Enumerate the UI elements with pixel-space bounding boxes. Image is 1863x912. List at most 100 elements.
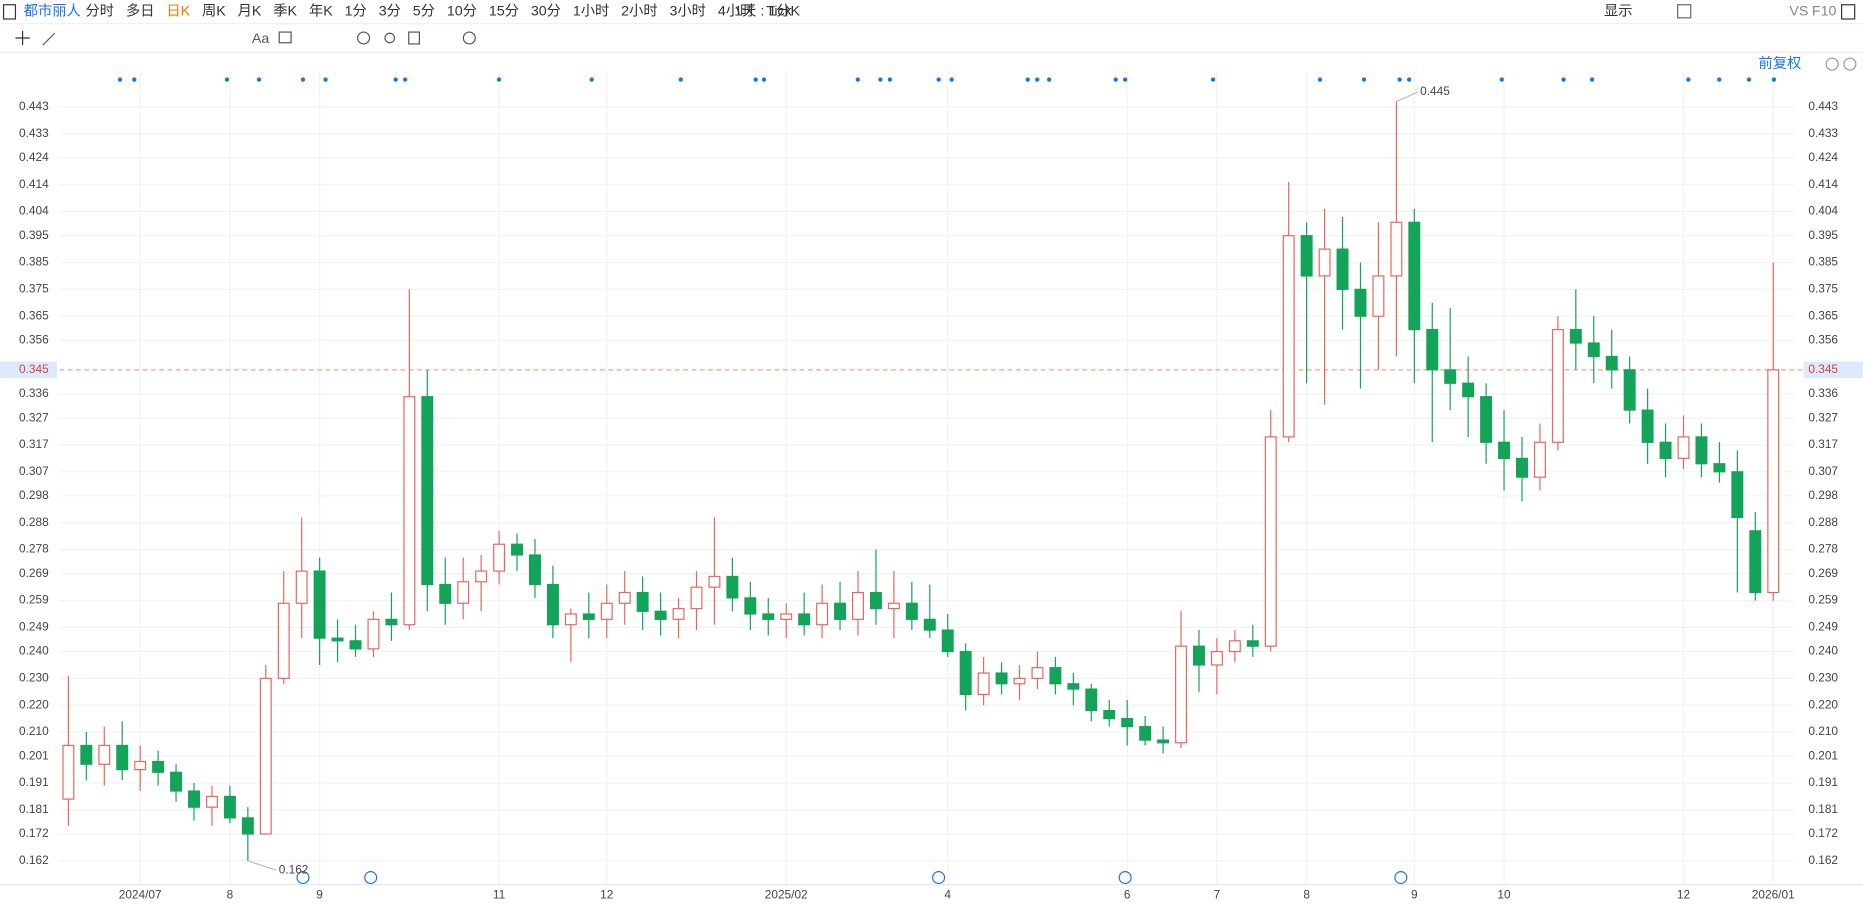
panel-toggle[interactable] bbox=[1841, 4, 1856, 20]
period-tab[interactable]: 日K bbox=[166, 4, 190, 20]
symbol[interactable]: 都市丽人 bbox=[24, 3, 81, 20]
event-dot[interactable] bbox=[1046, 77, 1052, 82]
event-dot[interactable] bbox=[855, 77, 860, 82]
x-tick-label: 7 bbox=[1214, 888, 1221, 902]
event-marker[interactable] bbox=[296, 871, 310, 885]
move-tool[interactable] bbox=[15, 30, 30, 46]
y-tick-label: 0.307 bbox=[19, 464, 49, 478]
event-dot[interactable] bbox=[936, 77, 941, 82]
event-dot[interactable] bbox=[323, 77, 328, 82]
candle-body bbox=[1175, 645, 1187, 744]
event-dot[interactable] bbox=[753, 77, 758, 82]
event-dot[interactable] bbox=[1406, 77, 1412, 82]
candle-body bbox=[1103, 709, 1116, 720]
y-tick-label-right: 0.210 bbox=[1808, 724, 1838, 738]
y-tick-label: 0.365 bbox=[19, 308, 49, 322]
event-dot[interactable] bbox=[1113, 77, 1118, 82]
event-dot[interactable] bbox=[1210, 77, 1216, 82]
event-marker[interactable] bbox=[364, 871, 378, 885]
period-tab[interactable]: 4小时 bbox=[718, 3, 754, 20]
settings-tool[interactable] bbox=[462, 31, 476, 45]
vs-button[interactable]: VS bbox=[1789, 4, 1808, 20]
display-menu[interactable]: 显示 bbox=[1604, 4, 1633, 20]
event-marker[interactable] bbox=[1394, 871, 1408, 885]
event-dot[interactable] bbox=[300, 77, 306, 82]
text-tool[interactable]: Aa bbox=[252, 31, 270, 47]
layout-button[interactable] bbox=[1677, 4, 1692, 19]
period-tab[interactable]: 2小时 bbox=[621, 3, 657, 20]
period-tab[interactable]: 年K bbox=[309, 3, 333, 20]
candle-body bbox=[582, 613, 595, 620]
period-tab[interactable]: 10分 bbox=[447, 3, 477, 20]
sidebar-toggle[interactable] bbox=[2, 4, 17, 20]
event-dot[interactable] bbox=[1123, 77, 1128, 82]
period-tab[interactable]: Tick bbox=[766, 4, 792, 20]
f10-button[interactable]: F10 bbox=[1812, 4, 1837, 20]
event-dot[interactable] bbox=[393, 77, 398, 82]
event-dot[interactable] bbox=[1025, 77, 1030, 82]
period-tab[interactable]: 季K bbox=[273, 3, 297, 20]
candle-body bbox=[295, 570, 308, 604]
event-dot[interactable] bbox=[132, 77, 137, 82]
event-dot[interactable] bbox=[1561, 77, 1566, 82]
y-tick-label: 0.220 bbox=[19, 697, 49, 711]
candle-body bbox=[1498, 441, 1511, 459]
y-tick-label: 0.336 bbox=[19, 386, 49, 400]
event-dot[interactable] bbox=[1589, 77, 1595, 82]
period-tab[interactable]: 3小时 bbox=[670, 3, 706, 20]
event-dot[interactable] bbox=[761, 77, 767, 82]
period-tab[interactable]: 多日 bbox=[126, 3, 155, 20]
event-dot[interactable] bbox=[1771, 77, 1777, 82]
period-tab[interactable]: 3分 bbox=[379, 3, 401, 20]
period-tab[interactable]: 分时 bbox=[86, 3, 115, 20]
y-tick-label-right: 0.307 bbox=[1808, 464, 1838, 478]
event-dot[interactable] bbox=[1746, 77, 1752, 82]
event-dot[interactable] bbox=[589, 77, 594, 82]
event-dot[interactable] bbox=[256, 77, 262, 82]
candle-body bbox=[1408, 221, 1421, 331]
event-dot[interactable] bbox=[224, 77, 230, 82]
event-dot[interactable] bbox=[678, 77, 683, 82]
event-dot[interactable] bbox=[403, 77, 408, 82]
event-dot[interactable] bbox=[1499, 77, 1504, 82]
candle-body bbox=[1749, 530, 1762, 594]
zoom-in[interactable] bbox=[1843, 57, 1857, 71]
y-tick-label-right: 0.385 bbox=[1808, 255, 1838, 269]
period-tab[interactable]: 1分 bbox=[345, 3, 367, 20]
period-tab[interactable]: 1小时 bbox=[573, 3, 609, 20]
period-tab[interactable]: 月K bbox=[238, 4, 262, 20]
period-tab[interactable]: 15分 bbox=[489, 3, 519, 20]
event-dot[interactable] bbox=[496, 77, 502, 82]
event-dot[interactable] bbox=[117, 77, 123, 82]
event-dot[interactable] bbox=[878, 77, 883, 82]
event-marker[interactable] bbox=[1118, 871, 1132, 885]
visibility-tool[interactable] bbox=[384, 32, 396, 44]
event-dot[interactable] bbox=[949, 77, 954, 82]
line-tool[interactable] bbox=[42, 32, 56, 46]
event-marker[interactable] bbox=[932, 871, 946, 885]
adjust-toggle[interactable]: 前复权 bbox=[1758, 54, 1801, 72]
magnet-tool[interactable] bbox=[357, 31, 371, 45]
comment-tool[interactable] bbox=[278, 31, 292, 44]
candle-body bbox=[1246, 640, 1259, 647]
y-tick-label: 0.230 bbox=[19, 671, 49, 685]
event-dot[interactable] bbox=[1717, 77, 1722, 82]
event-dot[interactable] bbox=[1035, 77, 1040, 82]
delete-tool[interactable] bbox=[408, 31, 421, 45]
candle-body bbox=[1372, 275, 1385, 317]
zoom-out[interactable] bbox=[1825, 57, 1839, 71]
y-tick-label-right: 0.317 bbox=[1808, 437, 1838, 451]
interval-select[interactable]: 1天 : 1分K bbox=[734, 3, 800, 20]
y-tick-label-right: 0.249 bbox=[1808, 620, 1838, 634]
period-tab[interactable]: 30分 bbox=[531, 3, 561, 20]
event-dot[interactable] bbox=[887, 77, 893, 82]
x-tick-label: 2024/07 bbox=[119, 888, 162, 902]
event-dot[interactable] bbox=[1397, 77, 1402, 82]
period-tab[interactable]: 周K bbox=[202, 4, 226, 20]
event-dot[interactable] bbox=[1686, 77, 1691, 82]
period-tab[interactable]: 5分 bbox=[413, 3, 435, 20]
event-dot[interactable] bbox=[1361, 77, 1367, 82]
event-dot[interactable] bbox=[1317, 77, 1323, 82]
